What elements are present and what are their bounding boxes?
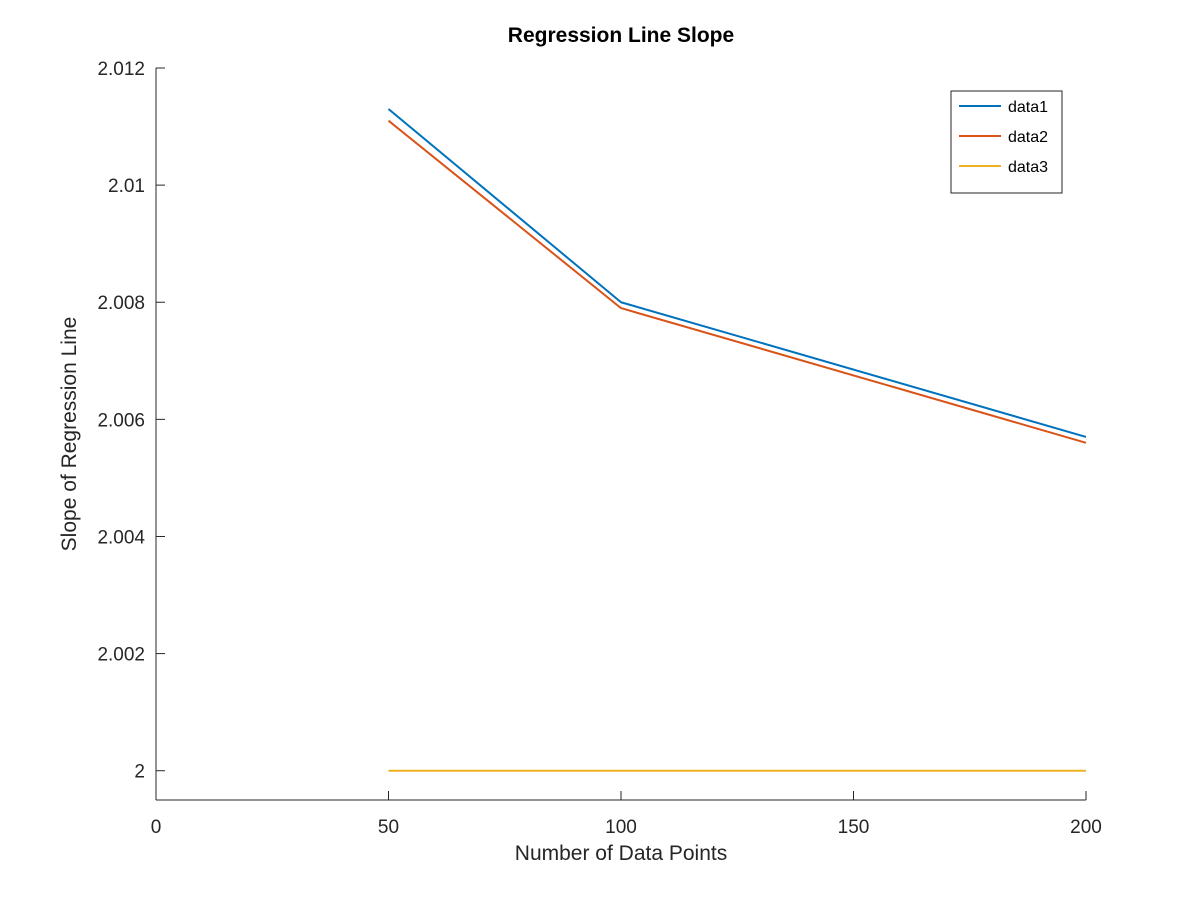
x-tick-label: 50	[378, 817, 399, 838]
x-tick-label: 200	[1070, 817, 1102, 838]
x-tick-label: 100	[605, 817, 637, 838]
legend: data1 data2 data3	[950, 90, 1063, 194]
series-line-data1	[387, 108, 1087, 438]
y-tick-label: 2.01	[108, 176, 145, 197]
y-tick-label: 2.008	[97, 293, 145, 314]
y-tick-label: 2.006	[97, 410, 145, 431]
y-tick-label: 2.012	[97, 59, 145, 80]
x-tick-label: 150	[838, 817, 870, 838]
x-axis-label: Number of Data Points	[515, 842, 727, 865]
y-tick-label: 2.004	[97, 527, 145, 548]
chart-title: Regression Line Slope	[508, 24, 734, 47]
y-tick-label: 2.002	[97, 645, 145, 666]
legend-label-data3: data3	[1008, 159, 1048, 176]
legend-box	[950, 90, 1063, 194]
series-line-data2	[387, 119, 1087, 444]
y-axis-ticks: 2 2.002 2.004 2.006 2.008 2.01 2.012	[97, 59, 165, 783]
legend-label-data1: data1	[1008, 99, 1048, 116]
legend-label-data2: data2	[1008, 129, 1048, 146]
plot-lines	[387, 108, 1087, 772]
y-axis-label: Slope of Regression Line	[58, 317, 81, 552]
y-tick-label: 2	[134, 762, 145, 783]
x-axis-ticks: 0 50 100 150 200	[151, 791, 1102, 838]
x-tick-label: 0	[151, 817, 162, 838]
